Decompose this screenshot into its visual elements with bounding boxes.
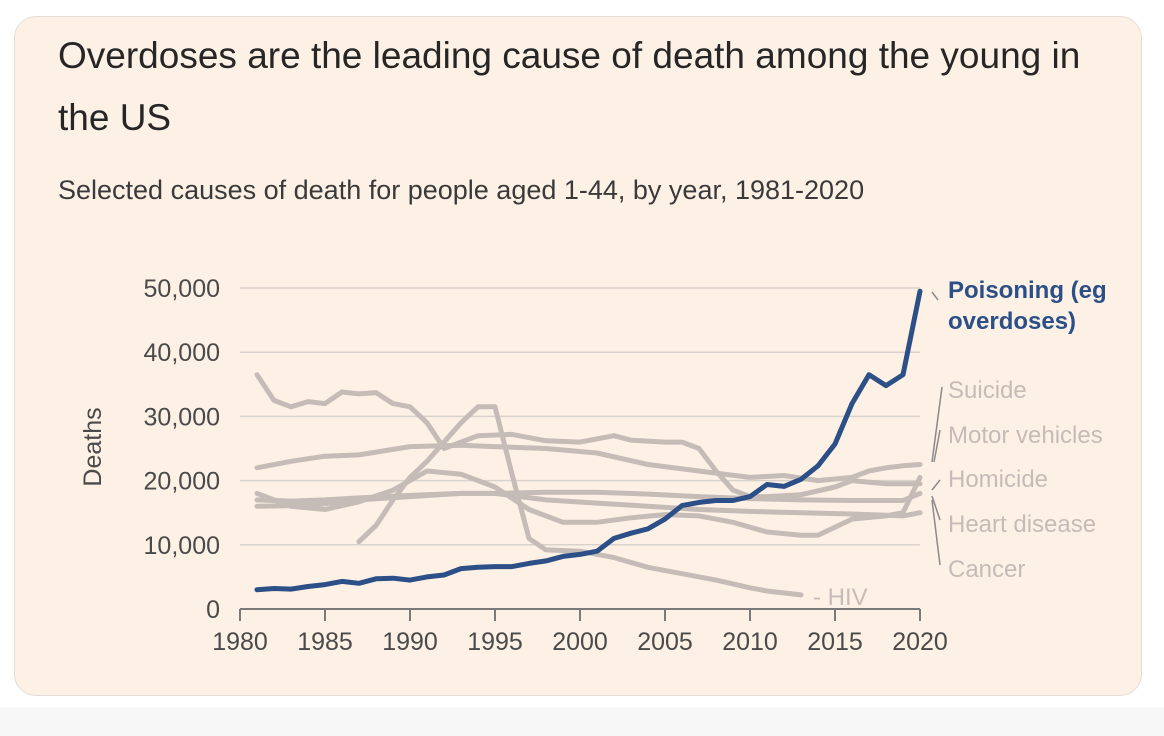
label-leader-line xyxy=(931,479,941,491)
series-label-hiv: - HIV xyxy=(813,584,868,611)
x-tick-label: 2005 xyxy=(637,628,693,656)
bottom-strip xyxy=(0,707,1164,736)
x-tick-label: 1990 xyxy=(382,628,438,656)
series-line-suicide xyxy=(254,442,923,484)
y-tick-label: 20,000 xyxy=(144,468,220,496)
y-tick-label: 10,000 xyxy=(144,532,220,560)
series-line-homicide xyxy=(254,468,923,538)
x-tick-label: 2010 xyxy=(722,628,778,656)
series-label-motor-vehicles: Motor vehicles xyxy=(948,422,1103,449)
series-label-homicide: Homicide xyxy=(948,466,1048,493)
series-line-heart-disease xyxy=(254,489,923,504)
series-label-suicide: Suicide xyxy=(948,377,1027,404)
series-label-heart-disease: Heart disease xyxy=(948,511,1096,538)
x-tick-label: 2020 xyxy=(892,628,948,656)
x-tick-label: 2000 xyxy=(552,628,608,656)
label-leader-line xyxy=(931,495,941,521)
y-tick-label: 40,000 xyxy=(144,339,220,367)
series-label-poisoning-eg-overdoses: Poisoning (eg xyxy=(948,277,1107,304)
label-leader-line xyxy=(931,386,943,463)
chart-subtitle: Selected causes of death for people aged… xyxy=(58,175,865,205)
y-tick-label: 0 xyxy=(206,596,220,624)
series-label-poisoning-eg-overdoses: overdoses) xyxy=(948,308,1076,335)
series-line-poisoning-eg-overdoses xyxy=(254,288,923,593)
y-axis-label: Deaths xyxy=(79,407,107,486)
y-tick-label: 50,000 xyxy=(144,275,220,303)
series-label-cancer: Cancer xyxy=(948,556,1025,583)
chart-title: Overdoses are the leading cause of death… xyxy=(58,35,1081,138)
label-leader-line xyxy=(933,429,941,463)
label-leader-line xyxy=(931,291,939,301)
series-line-cancer xyxy=(254,490,923,519)
series-line-hiv xyxy=(356,404,804,598)
label-leader-line xyxy=(931,499,941,566)
x-tick-label: 1985 xyxy=(297,628,353,656)
series-line-motor-vehicles xyxy=(254,372,923,500)
chart-card: Overdoses are the leading cause of death… xyxy=(14,16,1142,696)
x-tick-label: 1995 xyxy=(467,628,523,656)
y-tick-label: 30,000 xyxy=(144,403,220,431)
x-tick-label: 2015 xyxy=(807,628,863,656)
x-tick-label: 1980 xyxy=(212,628,268,656)
